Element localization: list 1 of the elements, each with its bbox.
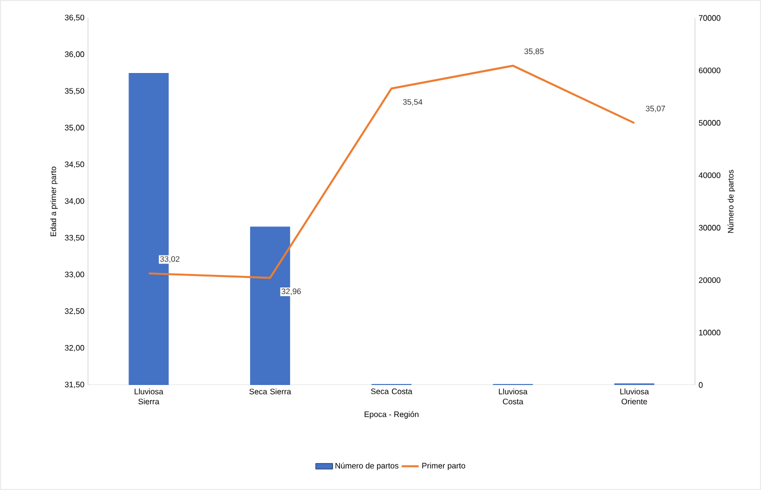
line-series [148, 64, 636, 279]
